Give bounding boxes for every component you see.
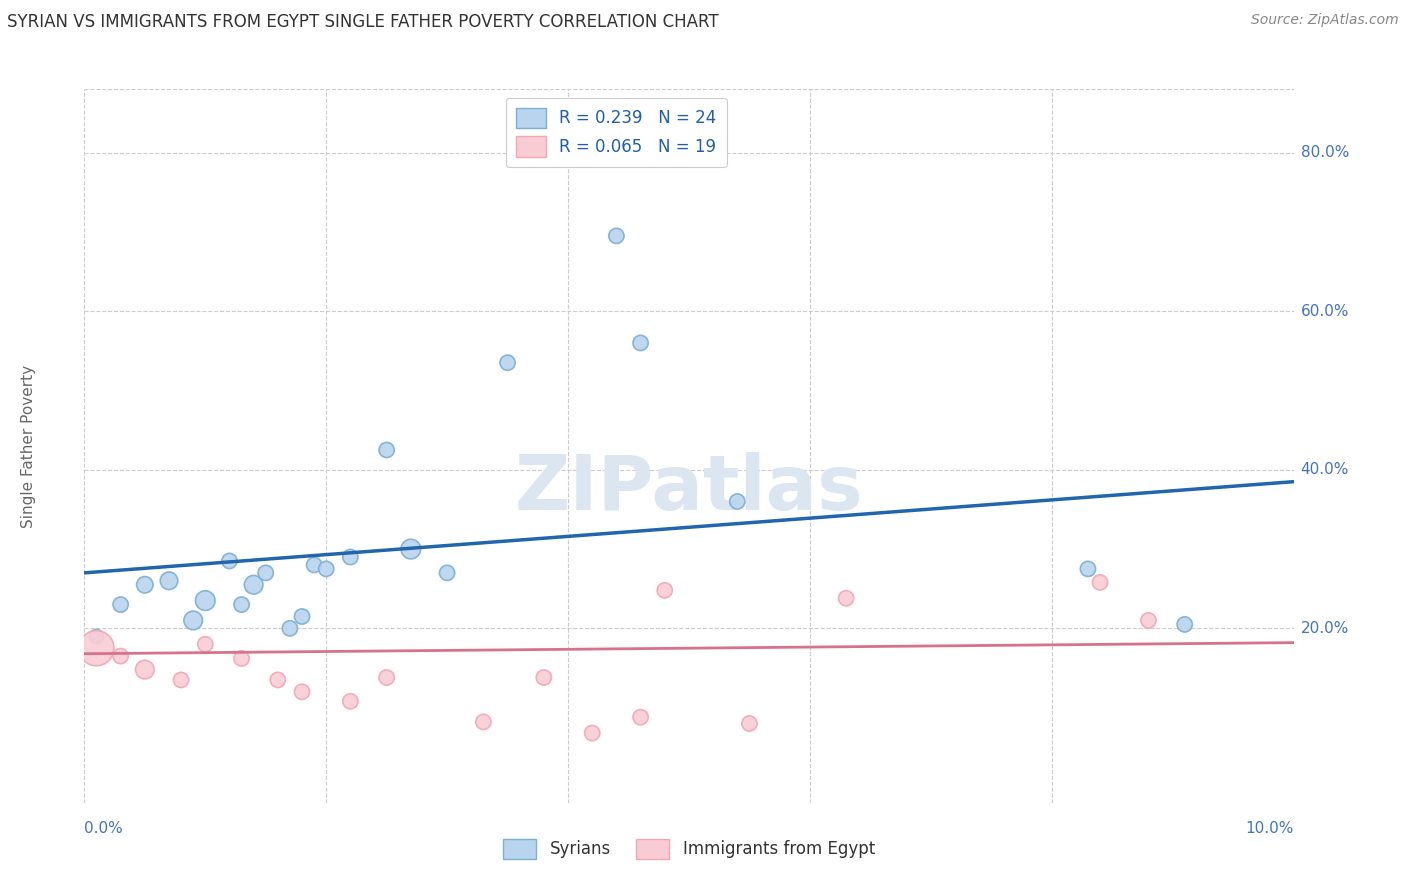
Point — [1174, 617, 1197, 632]
Point — [231, 598, 253, 612]
Point — [725, 494, 748, 508]
Point — [1088, 575, 1111, 590]
Point — [581, 726, 603, 740]
Point — [1137, 614, 1160, 628]
Point — [630, 710, 652, 724]
Point — [496, 356, 519, 370]
Point — [134, 578, 156, 592]
Text: SYRIAN VS IMMIGRANTS FROM EGYPT SINGLE FATHER POVERTY CORRELATION CHART: SYRIAN VS IMMIGRANTS FROM EGYPT SINGLE F… — [7, 13, 718, 31]
Point — [533, 671, 555, 685]
Point — [242, 578, 264, 592]
Point — [302, 558, 325, 572]
Point — [291, 685, 314, 699]
Point — [86, 629, 108, 643]
Point — [134, 663, 156, 677]
Point — [605, 228, 627, 243]
Point — [339, 549, 361, 564]
Point — [110, 649, 132, 664]
Point — [157, 574, 180, 588]
Point — [231, 651, 253, 665]
Point — [436, 566, 458, 580]
Point — [110, 598, 132, 612]
Text: 40.0%: 40.0% — [1301, 462, 1348, 477]
Point — [278, 621, 301, 635]
Point — [835, 591, 858, 606]
Point — [472, 714, 495, 729]
Point — [375, 671, 398, 685]
Point — [339, 694, 361, 708]
Point — [291, 609, 314, 624]
Point — [86, 641, 108, 656]
Text: 60.0%: 60.0% — [1301, 303, 1348, 318]
Point — [654, 583, 676, 598]
Point — [738, 716, 761, 731]
Point — [375, 442, 398, 457]
Point — [194, 637, 217, 651]
Text: 80.0%: 80.0% — [1301, 145, 1348, 161]
Text: 10.0%: 10.0% — [1246, 821, 1294, 836]
Point — [630, 335, 652, 350]
Point — [399, 542, 422, 557]
Point — [315, 562, 337, 576]
Point — [267, 673, 290, 687]
Point — [218, 554, 240, 568]
Point — [254, 566, 277, 580]
Point — [170, 673, 193, 687]
Point — [194, 593, 217, 607]
Text: Source: ZipAtlas.com: Source: ZipAtlas.com — [1251, 13, 1399, 28]
Point — [1077, 562, 1099, 576]
Text: 20.0%: 20.0% — [1301, 621, 1348, 636]
Point — [181, 614, 204, 628]
Text: 0.0%: 0.0% — [84, 821, 124, 836]
Legend: Syrians, Immigrants from Egypt: Syrians, Immigrants from Egypt — [496, 832, 882, 866]
Text: ZIPatlas: ZIPatlas — [515, 452, 863, 525]
Text: Single Father Poverty: Single Father Poverty — [21, 365, 35, 527]
